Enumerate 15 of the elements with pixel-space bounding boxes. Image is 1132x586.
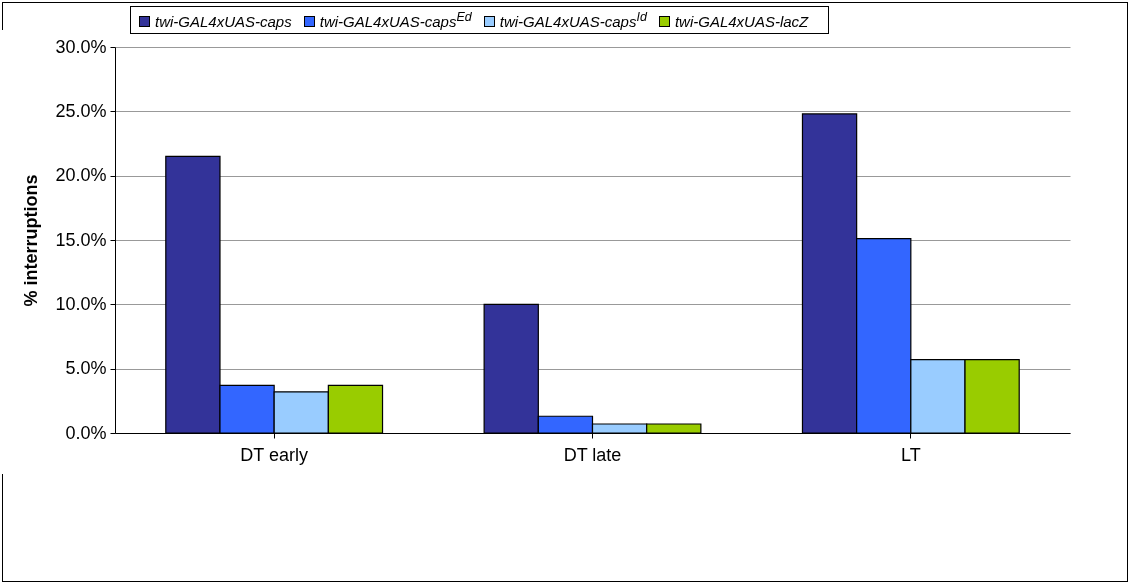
y-tick-label: 10.0% (55, 293, 107, 314)
y-tick-label: 0.0% (65, 422, 107, 443)
y-axis-title: % interruptions (21, 174, 42, 307)
legend-label: twi-GAL4xUAS-caps (155, 13, 292, 30)
y-tick-label: 20.0% (55, 165, 107, 186)
y-tick-label: 30.0% (55, 36, 107, 57)
legend-label: twi-GAL4xUAS-lacZ (674, 13, 809, 30)
y-tick-label: 5.0% (65, 358, 107, 379)
x-tick-label: DT early (240, 444, 309, 465)
x-tick-label: DT late (563, 444, 622, 465)
y-tick-label: 25.0% (55, 100, 107, 121)
legend-label: twi-GAL4xUAS-caps$^{Id}$ (499, 10, 647, 30)
y-tick-label: 15.0% (55, 229, 107, 250)
x-tick-label: LT (901, 444, 921, 465)
legend-label: twi-GAL4xUAS-caps$^{Ed}$ (319, 10, 472, 30)
